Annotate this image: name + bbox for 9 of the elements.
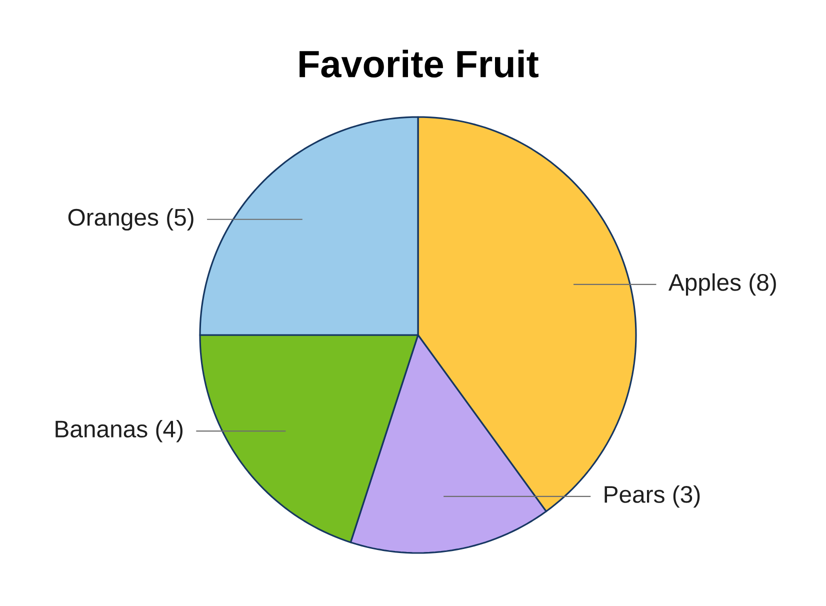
- data-label: (5): [167, 208, 194, 231]
- data-label: (8): [750, 273, 776, 296]
- slice-label: Pears: [604, 486, 664, 503]
- slice-label: Oranges: [68, 208, 158, 231]
- chart-title: Favorite Fruit: [300, 50, 538, 78]
- data-label: (3): [673, 485, 700, 508]
- slice-label: Apples: [668, 273, 741, 296]
- slice-label: Bananas: [56, 420, 148, 438]
- data-label: (4): [156, 420, 182, 442]
